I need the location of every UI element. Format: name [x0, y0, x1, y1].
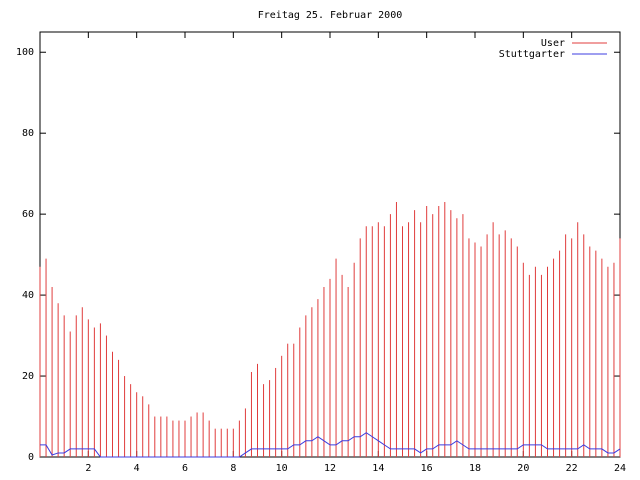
- y-tick-label: 60: [22, 209, 34, 220]
- x-tick-label: 24: [614, 463, 626, 474]
- x-tick-label: 2: [85, 463, 91, 474]
- chart-title: Freitag 25. Februar 2000: [258, 10, 403, 21]
- y-tick-label: 80: [22, 128, 34, 139]
- y-tick-label: 20: [22, 371, 34, 382]
- legend-label: Stuttgarter: [499, 49, 565, 60]
- y-tick-label: 100: [16, 47, 34, 58]
- y-tick-label: 40: [22, 290, 34, 301]
- legend-label: User: [541, 38, 565, 49]
- series-line: [40, 432, 621, 458]
- x-tick-label: 10: [276, 463, 288, 474]
- x-tick-label: 16: [421, 463, 433, 474]
- y-tick-label: 0: [28, 452, 34, 463]
- x-tick-label: 8: [230, 463, 236, 474]
- x-tick-label: 14: [372, 463, 384, 474]
- x-tick-label: 18: [469, 463, 481, 474]
- x-tick-label: 20: [517, 463, 529, 474]
- x-tick-label: 4: [134, 463, 140, 474]
- x-tick-label: 6: [182, 463, 188, 474]
- x-tick-label: 12: [324, 463, 336, 474]
- x-tick-label: 22: [566, 463, 578, 474]
